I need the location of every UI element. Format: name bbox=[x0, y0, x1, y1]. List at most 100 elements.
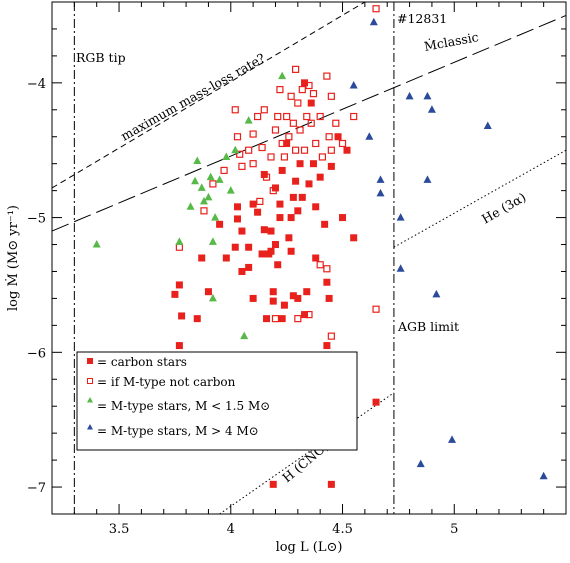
point-if-m-type-not-carbon bbox=[323, 265, 331, 273]
point-m-type-stars-m-4-m bbox=[369, 17, 378, 26]
point-if-m-type-not-carbon bbox=[307, 119, 315, 127]
y-tick-label: −7 bbox=[27, 481, 46, 496]
point-carbon-stars bbox=[301, 311, 309, 319]
point-carbon-stars bbox=[233, 215, 241, 223]
point-if-m-type-not-carbon bbox=[294, 99, 302, 107]
point-if-m-type-not-carbon bbox=[269, 187, 277, 195]
point-if-m-type-not-carbon bbox=[280, 153, 289, 161]
point-if-m-type-not-carbon bbox=[271, 315, 280, 323]
point-m-type-stars-m-1-5-m bbox=[278, 71, 287, 80]
point-carbon-stars bbox=[238, 227, 246, 235]
point-m-type-stars-m-1-5-m bbox=[197, 183, 206, 191]
point-carbon-stars bbox=[309, 160, 317, 168]
point-m-type-stars-m-1-5-m bbox=[186, 202, 195, 210]
legend-marker-carbon bbox=[87, 358, 93, 364]
annotation-12831: #12831 bbox=[397, 11, 447, 26]
point-carbon-stars bbox=[276, 200, 284, 208]
reference-line-classic bbox=[51, 15, 567, 232]
point-carbon-stars bbox=[269, 480, 277, 488]
point-if-m-type-not-carbon bbox=[238, 162, 246, 170]
point-if-m-type-not-carbon bbox=[338, 139, 347, 148]
point-if-m-type-not-carbon bbox=[309, 90, 318, 98]
point-if-m-type-not-carbon bbox=[323, 72, 331, 80]
point-m-type-stars-m-1-5-m bbox=[211, 213, 220, 221]
y-tick-label: −6 bbox=[27, 346, 46, 361]
point-if-m-type-not-carbon bbox=[303, 112, 311, 121]
point-carbon-stars bbox=[350, 234, 358, 242]
point-if-m-type-not-carbon bbox=[200, 207, 208, 215]
point-carbon-stars bbox=[307, 99, 315, 107]
point-m-type-stars-m-1-5-m bbox=[175, 237, 184, 245]
point-m-type-stars-m-4-m bbox=[405, 91, 414, 100]
point-if-m-type-not-carbon bbox=[372, 305, 380, 313]
point-if-m-type-not-carbon bbox=[260, 106, 268, 114]
legend-marker-mtype-high bbox=[87, 424, 93, 430]
point-if-m-type-not-carbon bbox=[291, 65, 300, 73]
point-if-m-type-not-carbon bbox=[316, 112, 324, 121]
reference-line-h-cno bbox=[219, 392, 395, 515]
point-carbon-stars bbox=[198, 254, 206, 262]
point-if-m-type-not-carbon bbox=[289, 119, 297, 127]
point-carbon-stars bbox=[171, 290, 179, 298]
point-if-m-type-not-carbon bbox=[276, 85, 284, 94]
plot-frame bbox=[51, 1, 567, 515]
point-m-type-stars-m-1-5-m bbox=[215, 175, 224, 183]
point-carbon-stars bbox=[301, 79, 309, 87]
point-if-m-type-not-carbon bbox=[296, 126, 304, 134]
point-carbon-stars bbox=[305, 180, 313, 188]
point-if-m-type-not-carbon bbox=[231, 106, 239, 114]
point-m-type-stars-m-1-5-m bbox=[226, 186, 235, 194]
legend-marker-if-mtype bbox=[87, 378, 93, 384]
point-carbon-stars bbox=[339, 214, 347, 222]
point-carbon-stars bbox=[292, 177, 300, 185]
point-carbon-stars bbox=[278, 166, 286, 174]
point-if-m-type-not-carbon bbox=[350, 112, 358, 121]
point-m-type-stars-m-4-m bbox=[427, 105, 436, 113]
point-carbon-stars bbox=[283, 139, 291, 147]
point-carbon-stars bbox=[316, 173, 324, 181]
point-carbon-stars bbox=[327, 162, 335, 170]
point-if-m-type-not-carbon bbox=[258, 143, 266, 152]
legend-label-carbon: = carbon stars bbox=[97, 355, 187, 369]
point-carbon-stars bbox=[280, 301, 288, 309]
legend-marker-mtype-low bbox=[87, 397, 93, 403]
point-m-type-stars-m-1-5-m bbox=[206, 172, 215, 181]
point-carbon-stars bbox=[193, 315, 201, 323]
point-carbon-stars bbox=[233, 203, 241, 211]
point-if-m-type-not-carbon bbox=[254, 112, 262, 121]
point-carbon-stars bbox=[263, 315, 271, 323]
point-if-m-type-not-carbon bbox=[316, 261, 324, 269]
point-carbon-stars bbox=[312, 203, 320, 211]
point-m-type-stars-m-4-m bbox=[432, 289, 441, 298]
point-carbon-stars bbox=[303, 288, 311, 296]
x-tick-label: 3.5 bbox=[109, 522, 130, 537]
point-if-m-type-not-carbon bbox=[332, 119, 340, 127]
point-m-type-stars-m-1-5-m bbox=[240, 331, 249, 340]
point-carbon-stars bbox=[260, 226, 268, 234]
point-carbon-stars bbox=[294, 207, 302, 215]
point-carbon-stars bbox=[334, 133, 342, 141]
point-if-m-type-not-carbon bbox=[278, 139, 286, 148]
x-axis-title: log L (L⊙) bbox=[276, 540, 343, 555]
point-carbon-stars bbox=[285, 234, 293, 242]
point-m-type-stars-m-4-m bbox=[448, 435, 457, 443]
point-carbon-stars bbox=[254, 208, 262, 216]
point-carbon-stars bbox=[278, 315, 286, 323]
legend-label-mtype-low: = M-type stars, M < 1.5 M⊙ bbox=[97, 399, 270, 413]
y-axis-title: log Ṁ (M⊙ yr⁻¹) bbox=[4, 205, 21, 311]
point-if-m-type-not-carbon bbox=[287, 92, 295, 100]
point-m-type-stars-m-1-5-m bbox=[193, 156, 202, 164]
point-if-m-type-not-carbon bbox=[298, 85, 306, 94]
point-carbon-stars bbox=[222, 254, 230, 262]
point-carbon-stars bbox=[274, 261, 282, 269]
point-carbon-stars bbox=[296, 160, 304, 168]
point-m-type-stars-m-1-5-m bbox=[199, 196, 208, 205]
point-if-m-type-not-carbon bbox=[305, 310, 313, 319]
legend-label-mtype-high: = M-type stars, M > 4 M⊙ bbox=[97, 424, 259, 438]
point-carbon-stars bbox=[175, 281, 183, 289]
point-m-type-stars-m-4-m bbox=[396, 213, 405, 221]
point-carbon-stars bbox=[323, 278, 331, 286]
point-if-m-type-not-carbon bbox=[249, 130, 257, 138]
point-m-type-stars-m-4-m bbox=[416, 459, 425, 468]
x-tick-label: 4 bbox=[227, 522, 235, 537]
